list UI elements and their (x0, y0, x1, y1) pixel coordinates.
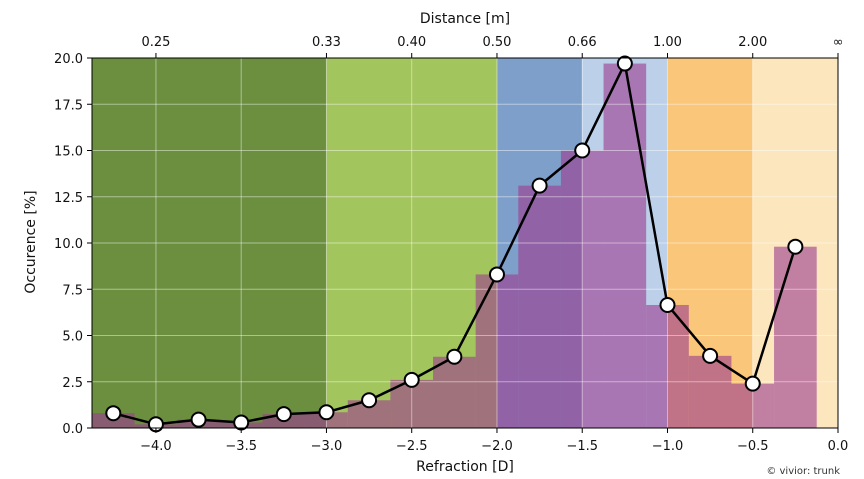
data-point-9 (488, 266, 505, 283)
data-point-11 (574, 142, 591, 159)
y-tick-label-3: 7.5 (62, 283, 83, 298)
bar-12 (603, 63, 647, 429)
data-point-7 (403, 371, 420, 388)
x-tick-label-3: −2.5 (396, 439, 428, 454)
y-tick-label-5: 12.5 (54, 191, 83, 206)
data-point-3 (233, 414, 250, 431)
data-point-15 (744, 375, 761, 392)
y-tick-label-7: 17.5 (54, 98, 83, 113)
histogram-bars (92, 63, 817, 429)
data-point-6 (361, 392, 378, 409)
x-axis-ticks: −4.0 −3.5 −3.0 −2.5 −2.0 −1.5 −1.0 −0.5 0.0 (140, 428, 848, 454)
x-tick-label-5: −1.5 (566, 439, 598, 454)
top-tick-label-5: 1.00 (653, 35, 682, 50)
top-axis-ticks: 0.25 0.33 0.40 0.50 0.66 1.00 2.00 ∞ (141, 35, 843, 58)
x-tick-label-0: −4.0 (140, 439, 172, 454)
x-tick-label-7: −0.5 (737, 439, 769, 454)
bar-8 (433, 356, 476, 428)
data-point-2 (190, 411, 207, 428)
x-tick-label-2: −3.0 (311, 439, 343, 454)
y-tick-label-6: 15.0 (54, 145, 83, 160)
bar-14 (688, 355, 732, 428)
y-tick-label-0: 0.0 (62, 422, 83, 437)
y-tick-label-2: 5.0 (62, 330, 83, 345)
x-tick-label-8: 0.0 (828, 439, 849, 454)
x-axis-label: Refraction [D] (416, 459, 514, 475)
top-tick-label-7: ∞ (833, 35, 844, 50)
data-point-5 (318, 404, 335, 421)
top-tick-label-2: 0.40 (397, 35, 426, 50)
zone-0 (92, 58, 327, 428)
y-tick-label-8: 20.0 (54, 52, 83, 67)
y-axis-ticks: 0.0 2.5 5.0 7.5 10.0 12.5 15.0 17.5 20.0 (54, 52, 92, 437)
top-axis-label: Distance [m] (420, 11, 510, 27)
data-point-10 (531, 177, 548, 194)
data-point-12 (616, 55, 633, 72)
bar-13 (646, 304, 689, 428)
x-tick-label-6: −1.0 (652, 439, 684, 454)
y-tick-label-4: 10.0 (54, 237, 83, 252)
data-point-0 (105, 405, 122, 422)
data-point-16 (787, 238, 804, 255)
bar-10 (518, 185, 561, 428)
credit-text: © vivior: trunk (766, 466, 840, 477)
top-tick-label-4: 0.66 (568, 35, 597, 50)
x-tick-label-4: −2.0 (481, 439, 513, 454)
top-tick-label-1: 0.33 (312, 35, 341, 50)
y-tick-label-1: 2.5 (62, 376, 83, 391)
data-series (105, 55, 804, 433)
data-point-8 (446, 348, 463, 365)
x-tick-label-1: −3.5 (225, 439, 257, 454)
y-axis-label: Occurence [%] (23, 190, 39, 293)
bar-16 (774, 246, 817, 428)
top-tick-label-6: 2.00 (738, 35, 767, 50)
data-point-14 (702, 347, 719, 364)
data-point-13 (659, 296, 676, 313)
bar-11 (560, 150, 604, 428)
top-tick-label-0: 0.25 (141, 35, 170, 50)
data-point-4 (275, 406, 292, 423)
top-tick-label-3: 0.50 (482, 35, 511, 50)
